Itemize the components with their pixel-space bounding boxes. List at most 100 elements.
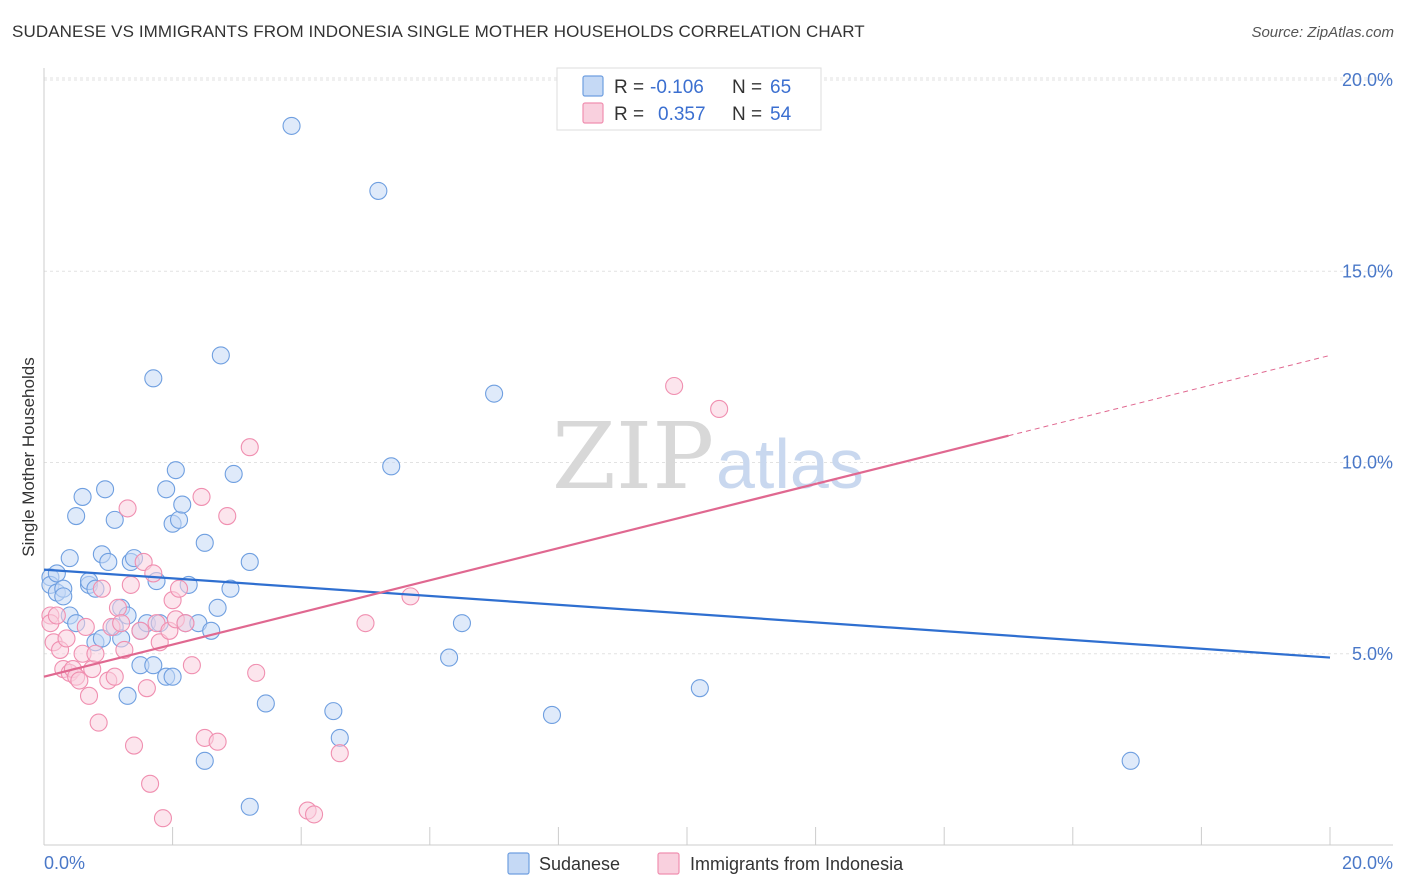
sudanese-point-3 [47, 564, 66, 583]
y-tick-labels: 5.0% 10.0% 15.0% 20.0% [1342, 70, 1393, 664]
series-legend-swatch-indonesia [657, 852, 680, 875]
legend-n-value-2: 54 [770, 104, 792, 125]
sudanese-point-49 [221, 579, 240, 598]
indonesia-point-40 [182, 656, 201, 675]
sudanese-point-64 [1121, 751, 1140, 770]
sudanese-point-54 [282, 116, 301, 135]
data-points [41, 116, 1140, 828]
sudanese-point-58 [382, 457, 401, 476]
watermark-zip: ZIP [552, 403, 714, 510]
watermark: ZIP atlas [552, 403, 864, 510]
indonesia-point-17 [92, 579, 111, 598]
legend-r-label-2: R = [614, 104, 644, 125]
sudanese-point-50 [224, 464, 243, 484]
source-label: Source: ZipAtlas.com [1251, 24, 1394, 41]
indonesia-point-43 [208, 732, 227, 751]
indonesia-point-27 [131, 621, 150, 640]
sudanese-point-24 [118, 686, 137, 705]
sudanese-point-62 [542, 705, 562, 725]
indonesia-point-30 [141, 774, 160, 793]
sudanese-point-38 [166, 461, 185, 480]
indonesia-point-20 [105, 667, 124, 686]
legend-n-label-1: N = [732, 77, 762, 98]
sudanese-point-35 [157, 480, 176, 499]
sudanese-point-44 [195, 533, 214, 552]
indonesia-point-52 [665, 376, 684, 396]
sudanese-point-63 [690, 679, 709, 698]
sudanese-point-52 [240, 797, 259, 816]
indonesia-point-38 [169, 579, 189, 598]
sudanese-point-19 [105, 510, 124, 529]
indonesia-point-51 [401, 587, 420, 606]
sudanese-trend-line [43, 568, 1331, 659]
sudanese-point-57 [369, 181, 388, 200]
legend-n-value-1: 65 [770, 77, 791, 98]
sudanese-point-61 [485, 384, 504, 403]
indonesia-point-50 [356, 614, 375, 633]
correlation-legend: R = -0.106 N = 65 R = 0.357 N = 54 [556, 67, 822, 131]
sudanese-point-6 [60, 549, 79, 568]
y-tick-label-3: 20.0% [1342, 70, 1393, 90]
legend-r-value-1: -0.106 [650, 77, 704, 98]
sudanese-point-31 [144, 369, 163, 388]
sudanese-point-60 [452, 614, 472, 633]
indonesia-trend-extension [1008, 354, 1331, 437]
sudanese-point-39 [169, 510, 189, 529]
indonesia-point-22 [112, 614, 131, 633]
indonesia-point-49 [330, 744, 349, 763]
sudanese-point-53 [256, 694, 275, 713]
sudanese-point-55 [324, 702, 343, 721]
sudanese-point-5 [54, 587, 73, 606]
indonesia-point-16 [89, 713, 108, 732]
chart-title: SUDANESE VS IMMIGRANTS FROM INDONESIA SI… [12, 22, 865, 41]
indonesia-point-34 [153, 809, 173, 828]
indonesia-point-13 [79, 686, 99, 705]
y-tick-label-0: 5.0% [1352, 644, 1393, 664]
sudanese-point-10 [73, 487, 92, 506]
legend-swatch-indonesia [582, 102, 604, 124]
indonesia-point-12 [76, 617, 95, 637]
series-legend-label-indonesia: Immigrants from Indonesia [690, 854, 904, 874]
sudanese-point-48 [211, 346, 230, 365]
sudanese-point-9 [67, 506, 86, 526]
sudanese-point-45 [195, 751, 214, 770]
indonesia-point-39 [176, 614, 195, 633]
indonesia-point-21 [108, 598, 127, 617]
sudanese-point-40 [173, 495, 192, 514]
legend-r-label-1: R = [614, 77, 644, 98]
y-tick-label-2: 15.0% [1342, 261, 1393, 281]
sudanese-point-59 [440, 648, 459, 667]
x-tick-label-right: 20.0% [1342, 853, 1393, 873]
indonesia-point-31 [144, 564, 163, 583]
indonesia-point-25 [121, 575, 140, 594]
indonesia-point-44 [218, 506, 237, 526]
indonesia-point-24 [118, 499, 137, 518]
sudanese-point-30 [144, 656, 163, 675]
indonesia-point-48 [305, 805, 324, 824]
legend-swatch-sudanese [582, 75, 604, 97]
indonesia-point-46 [247, 663, 266, 682]
series-legend-swatch-sudanese [507, 852, 530, 875]
y-tick-label-1: 10.0% [1342, 453, 1393, 473]
axes [43, 68, 1393, 846]
legend-n-label-2: N = [732, 104, 762, 125]
indonesia-point-6 [57, 629, 76, 648]
series-legend-label-sudanese: Sudanese [539, 854, 620, 874]
legend-r-value-2: 0.357 [658, 104, 706, 125]
indonesia-point-29 [137, 679, 156, 698]
indonesia-point-10 [70, 671, 89, 690]
sudanese-point-18 [99, 552, 118, 572]
sudanese-point-17 [96, 480, 115, 499]
indonesia-point-3 [47, 606, 66, 625]
sudanese-point-47 [208, 598, 227, 617]
sudanese-point-56 [330, 728, 349, 747]
indonesia-point-26 [124, 736, 144, 755]
y-axis-label: Single Mother Households [19, 357, 38, 556]
x-tick-label-left: 0.0% [44, 853, 85, 873]
indonesia-point-15 [86, 644, 105, 663]
indonesia-point-45 [240, 438, 259, 457]
indonesia-point-53 [710, 399, 729, 419]
indonesia-trend-line [43, 434, 1009, 678]
trend-lines [43, 354, 1331, 678]
